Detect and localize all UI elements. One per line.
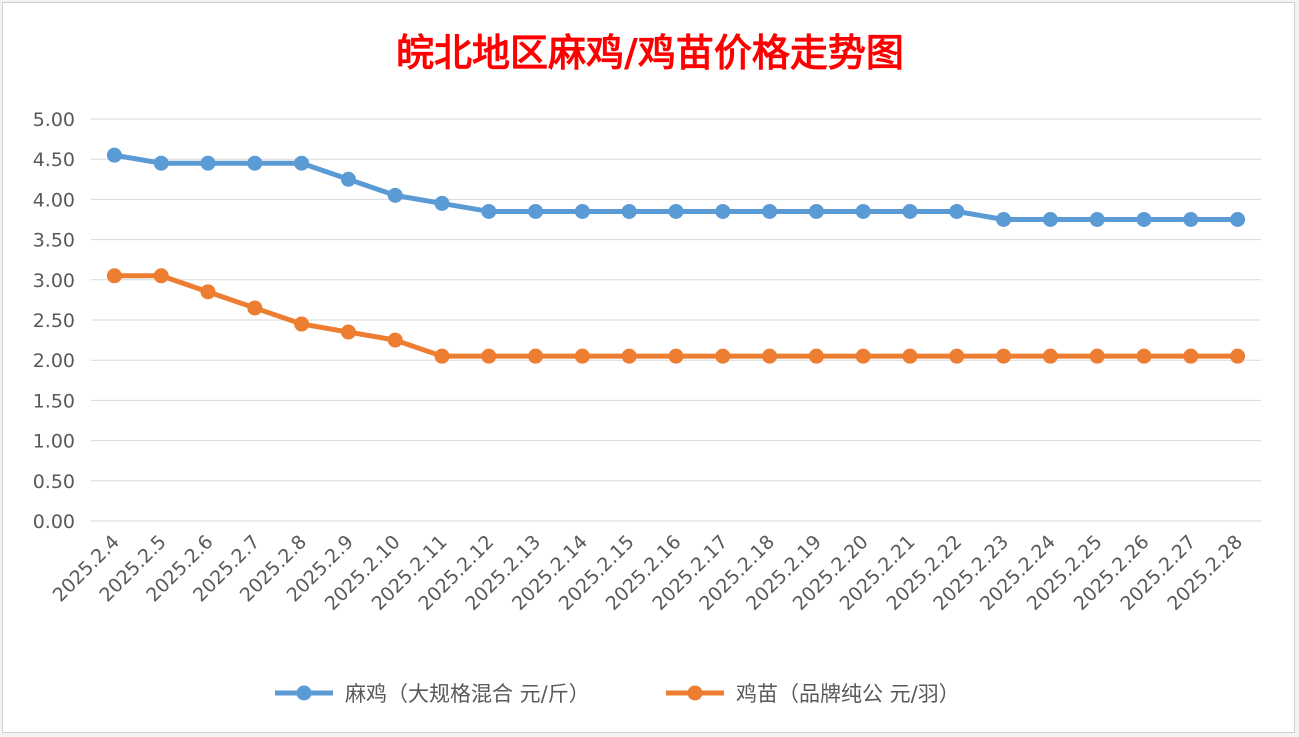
- data-point: [1042, 348, 1058, 364]
- data-point: [528, 203, 544, 219]
- data-point: [996, 212, 1012, 227]
- data-point: [808, 348, 824, 364]
- data-point: [621, 203, 637, 219]
- data-point: [949, 348, 965, 364]
- y-tick-label: 0.50: [33, 471, 75, 493]
- gridlines: [91, 118, 1261, 522]
- data-point: [1136, 348, 1152, 364]
- legend-marker: [296, 685, 312, 701]
- data-point: [1136, 212, 1152, 227]
- data-point: [762, 348, 778, 364]
- y-tick-label: 2.00: [33, 350, 75, 372]
- y-tick-label: 3.50: [33, 230, 75, 252]
- data-point: [621, 348, 637, 364]
- data-point: [1183, 348, 1199, 364]
- data-point: [902, 348, 918, 364]
- data-point: [715, 203, 731, 219]
- data-point: [434, 195, 450, 211]
- x-axis: 2025.2.42025.2.52025.2.62025.2.72025.2.8…: [49, 531, 1248, 615]
- series-1: [106, 147, 1246, 227]
- legend-item-2: 鸡苗（品牌纯公 元/羽）: [666, 682, 960, 706]
- legend-item-1: 麻鸡（大规格混合 元/斤）: [275, 682, 590, 706]
- series-layer: [106, 147, 1246, 364]
- y-axis: 0.00 0.50 1.00 1.50 2.00 2.50 3.00 3.50 4.00 4.50…: [33, 109, 75, 533]
- legend-label: 鸡苗（品牌纯公 元/羽）: [736, 682, 960, 706]
- data-point: [387, 187, 403, 203]
- data-point: [668, 203, 684, 219]
- data-point: [808, 203, 824, 219]
- data-point: [294, 316, 310, 332]
- data-point: [106, 268, 122, 284]
- y-tick-label: 4.00: [33, 189, 75, 211]
- data-point: [1183, 212, 1199, 227]
- line-chart: 皖北地区麻鸡/鸡苗价格走势图 0.00 0.50 1.00 1.50 2.00 2.50 3…: [33, 30, 1261, 706]
- series-line: [111, 273, 1241, 359]
- y-tick-label: 2.50: [33, 310, 75, 332]
- data-point: [996, 348, 1012, 364]
- y-tick-label: 5.00: [33, 109, 75, 131]
- data-point: [481, 348, 497, 364]
- data-point: [153, 268, 169, 284]
- data-point: [762, 203, 778, 219]
- data-point: [528, 348, 544, 364]
- data-point: [902, 203, 918, 219]
- data-point: [200, 284, 216, 300]
- data-point: [294, 155, 310, 171]
- data-point: [106, 147, 122, 163]
- data-point: [387, 332, 403, 348]
- chart-title: 皖北地区麻鸡/鸡苗价格走势图: [396, 30, 904, 75]
- legend-marker: [687, 685, 703, 701]
- data-point: [1089, 212, 1105, 227]
- data-point: [574, 348, 590, 364]
- data-point: [855, 203, 871, 219]
- data-point: [247, 300, 263, 316]
- data-point: [715, 348, 731, 364]
- legend: 麻鸡（大规格混合 元/斤） 鸡苗（品牌纯公 元/羽）: [275, 682, 960, 706]
- y-tick-label: 1.50: [33, 390, 75, 412]
- legend-label: 麻鸡（大规格混合 元/斤）: [345, 682, 590, 706]
- data-point: [1230, 348, 1246, 364]
- data-point: [574, 203, 590, 219]
- data-point: [1042, 212, 1058, 227]
- data-point: [1089, 348, 1105, 364]
- data-point: [340, 324, 356, 340]
- data-point: [434, 348, 450, 364]
- y-tick-label: 3.00: [33, 270, 75, 292]
- data-point: [247, 155, 263, 171]
- data-point: [481, 203, 497, 219]
- data-point: [200, 155, 216, 171]
- data-point: [153, 155, 169, 171]
- y-tick-label: 0.00: [33, 511, 75, 533]
- data-point: [340, 171, 356, 187]
- y-tick-label: 1.00: [33, 431, 75, 453]
- data-point: [949, 203, 965, 219]
- series-2: [106, 268, 1246, 364]
- y-tick-label: 4.50: [33, 149, 75, 171]
- data-point: [668, 348, 684, 364]
- data-point: [1230, 212, 1246, 227]
- data-point: [855, 348, 871, 364]
